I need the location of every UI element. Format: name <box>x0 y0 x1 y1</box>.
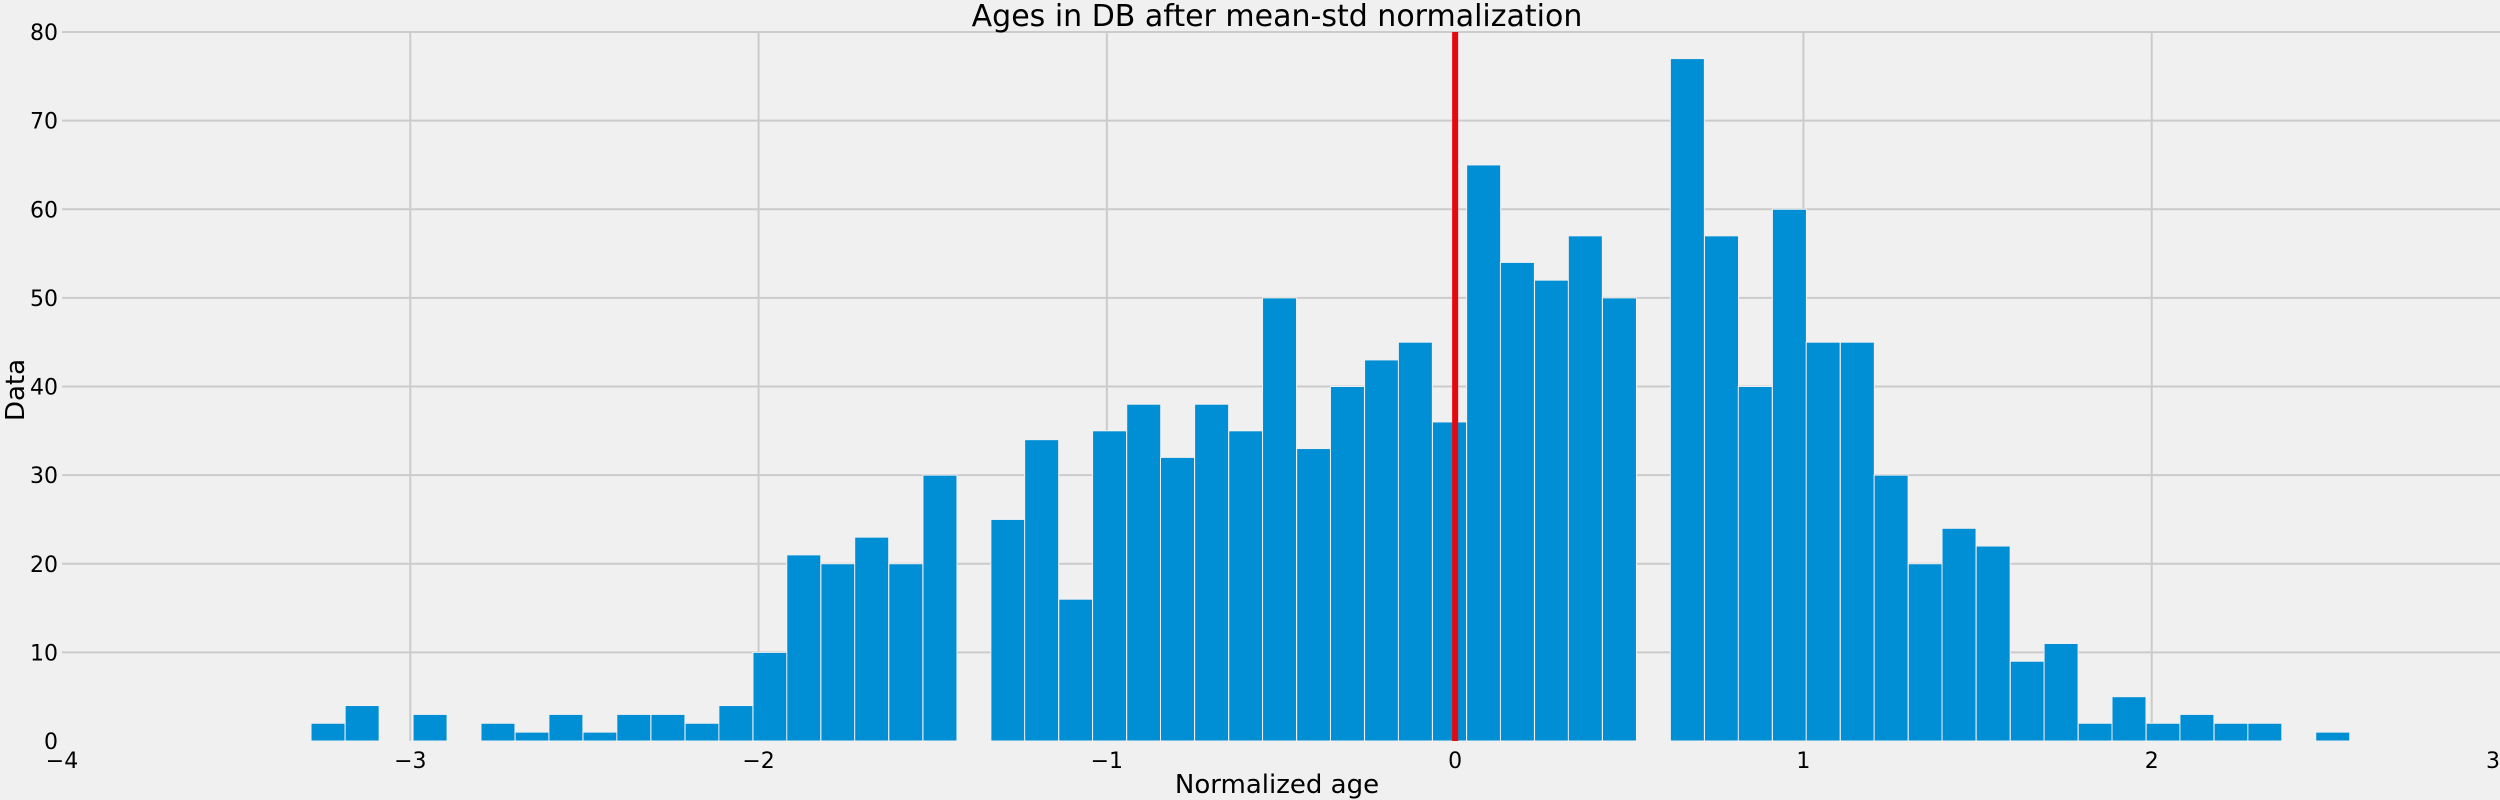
histogram-bar <box>1839 341 1875 742</box>
histogram-bar <box>1194 403 1230 742</box>
histogram-bar <box>582 731 618 742</box>
x-tick-label: −3 <box>394 749 426 774</box>
histogram-bar <box>1262 297 1298 742</box>
histogram-bar <box>1364 359 1400 742</box>
histogram-bar <box>786 554 822 742</box>
x-tick-label: 3 <box>2486 749 2500 774</box>
histogram-bar <box>548 713 584 742</box>
histogram-bar <box>1771 208 1807 742</box>
y-tick-label: 30 <box>30 464 58 489</box>
histogram-bar <box>2077 722 2113 742</box>
y-tick-label: 40 <box>30 376 58 401</box>
histogram-bar <box>718 705 754 742</box>
y-tick-label: 70 <box>30 110 58 135</box>
histogram-bar <box>1126 403 1162 742</box>
y-tick-label: 80 <box>30 21 58 46</box>
histogram-bar <box>650 713 686 742</box>
histogram-bar <box>1567 235 1603 742</box>
histogram-bar <box>990 518 1026 742</box>
histogram-bar <box>2213 722 2249 742</box>
x-tick-label: −4 <box>46 749 78 774</box>
histogram-bar <box>684 722 720 742</box>
x-tick-label: 1 <box>1796 749 1810 774</box>
histogram-bar <box>1228 430 1264 742</box>
histogram-bar <box>1941 527 1977 742</box>
y-axis-ticks: 0 10 20 30 40 50 60 70 80 <box>30 21 58 755</box>
histogram-bar <box>344 705 380 742</box>
histogram-bar <box>1058 598 1094 742</box>
histogram-bar <box>1432 421 1467 742</box>
histogram-bar <box>616 713 652 742</box>
histogram-bar <box>1873 474 1909 742</box>
histogram-bar <box>1024 439 1060 742</box>
histogram-bar <box>1737 386 1773 742</box>
chart-title: Ages in DB after mean-std normalization <box>972 0 1583 34</box>
histogram-bar <box>1466 164 1502 742</box>
x-axis-label: Normalized age <box>1175 770 1379 800</box>
y-tick-label: 20 <box>30 553 58 578</box>
histogram-bar <box>2043 643 2079 742</box>
x-tick-label: −1 <box>1091 749 1123 774</box>
histogram-bar <box>2315 731 2351 742</box>
histogram-bars <box>310 58 2351 742</box>
histogram-bar <box>2179 713 2215 742</box>
histogram-bar <box>514 731 550 742</box>
histogram-bar <box>1296 448 1332 742</box>
histogram-bar <box>2145 722 2181 742</box>
histogram-bar <box>480 722 516 742</box>
y-tick-label: 0 <box>44 730 58 755</box>
x-tick-label: 2 <box>2145 749 2159 774</box>
histogram-bar <box>922 474 958 742</box>
histogram-bar <box>752 651 788 742</box>
y-tick-label: 50 <box>30 287 58 312</box>
histogram-bar <box>1975 545 2011 742</box>
x-axis-ticks: −4 −3 −2 −1 0 1 2 3 <box>46 749 2500 774</box>
histogram-bar <box>1092 430 1128 742</box>
histogram-bar <box>2009 660 2045 742</box>
y-axis-label: Data <box>1 359 31 421</box>
histogram-bar <box>888 563 924 742</box>
histogram-bar <box>1805 341 1841 742</box>
x-tick-label: 0 <box>1448 749 1462 774</box>
x-tick-label: −2 <box>742 749 774 774</box>
histogram-bar <box>854 536 890 742</box>
histogram-bar <box>2247 722 2283 742</box>
histogram-bar <box>1499 261 1535 742</box>
histogram-bar <box>1907 563 1943 742</box>
histogram-bar <box>310 722 346 742</box>
histogram-bar <box>820 563 856 742</box>
histogram-bar <box>1534 279 1570 742</box>
y-tick-label: 10 <box>30 641 58 666</box>
histogram-bar <box>1159 456 1195 742</box>
histogram-bar <box>1704 235 1740 742</box>
histogram-bar <box>1329 386 1365 742</box>
histogram-bar <box>1669 58 1705 742</box>
histogram-bar <box>1601 297 1637 742</box>
histogram-bar <box>2111 696 2147 742</box>
y-tick-label: 60 <box>30 198 58 223</box>
histogram-bar <box>1397 341 1433 742</box>
histogram-bar <box>412 713 448 742</box>
